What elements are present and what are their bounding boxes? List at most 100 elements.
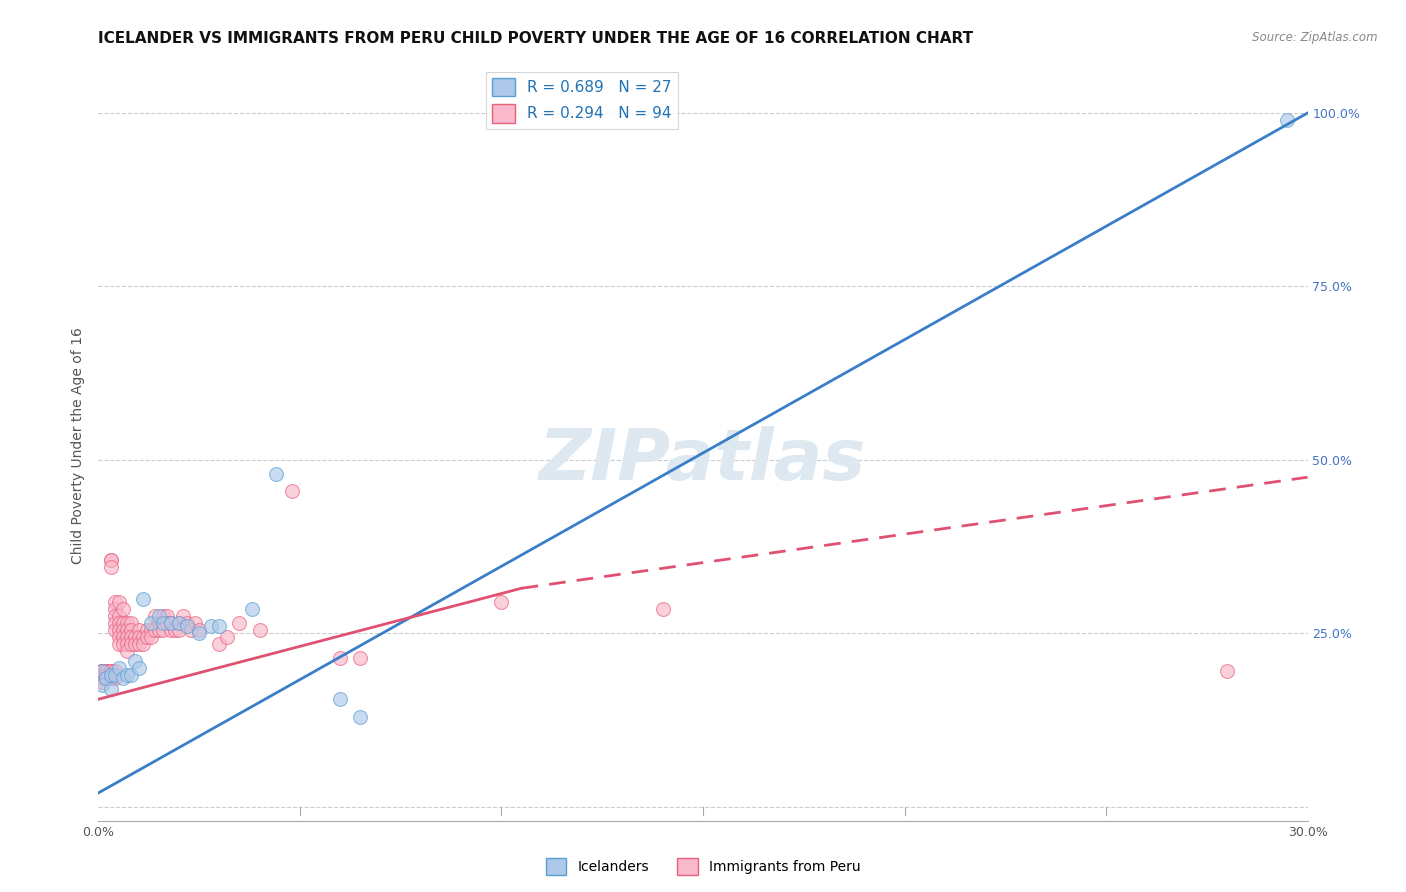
Point [156, 615, 179, 630]
Text: ICELANDER VS IMMIGRANTS FROM PERU CHILD POVERTY UNDER THE AGE OF 16 CORRELATION : ICELANDER VS IMMIGRANTS FROM PERU CHILD … [98, 31, 973, 46]
Point [132, 630, 155, 644]
Point [96, 665, 118, 679]
Point [91, 672, 114, 686]
Point [160, 623, 183, 637]
Point [148, 609, 170, 624]
Legend: R = 0.689   N = 27, R = 0.294   N = 94: R = 0.689 N = 27, R = 0.294 N = 94 [486, 71, 678, 128]
Point [143, 623, 166, 637]
Point [115, 615, 138, 630]
Point [107, 609, 129, 624]
Point [329, 692, 352, 706]
Point [115, 668, 138, 682]
Point [91, 668, 114, 682]
Point [135, 623, 157, 637]
Point [176, 615, 198, 630]
Point [100, 672, 122, 686]
Point [188, 623, 211, 637]
Point [111, 630, 134, 644]
Point [100, 668, 122, 682]
Point [184, 615, 207, 630]
Point [180, 623, 202, 637]
Point [1277, 112, 1299, 127]
Point [91, 665, 114, 679]
Point [107, 615, 129, 630]
Point [100, 560, 122, 574]
Point [91, 672, 114, 686]
Point [115, 637, 138, 651]
Point [128, 623, 150, 637]
Point [91, 665, 114, 679]
Point [1216, 665, 1239, 679]
Point [103, 602, 125, 616]
Point [152, 609, 174, 624]
Point [200, 619, 222, 633]
Point [96, 672, 118, 686]
Point [96, 668, 118, 682]
Point [96, 665, 118, 679]
Point [208, 637, 231, 651]
Point [91, 665, 114, 679]
Point [160, 615, 183, 630]
Point [148, 615, 170, 630]
Point [103, 615, 125, 630]
Point [143, 609, 166, 624]
Point [208, 619, 231, 633]
Point [111, 623, 134, 637]
Point [349, 709, 371, 723]
Point [115, 623, 138, 637]
Point [96, 672, 118, 686]
Point [124, 630, 146, 644]
Point [107, 637, 129, 651]
Point [120, 637, 142, 651]
Text: Source: ZipAtlas.com: Source: ZipAtlas.com [1253, 31, 1378, 45]
Point [111, 672, 134, 686]
Point [115, 630, 138, 644]
Point [172, 609, 194, 624]
Point [240, 602, 263, 616]
Point [96, 668, 118, 682]
Point [91, 678, 114, 692]
Point [96, 672, 118, 686]
Point [91, 665, 114, 679]
Point [100, 553, 122, 567]
Point [96, 672, 118, 686]
Point [167, 615, 190, 630]
Point [167, 623, 190, 637]
Point [100, 665, 122, 679]
Point [249, 623, 271, 637]
Point [152, 623, 174, 637]
Point [139, 623, 162, 637]
Point [329, 650, 352, 665]
Point [100, 668, 122, 682]
Point [188, 626, 211, 640]
Point [96, 668, 118, 682]
Point [135, 630, 157, 644]
Point [103, 623, 125, 637]
Point [107, 630, 129, 644]
Point [349, 650, 371, 665]
Point [160, 615, 183, 630]
Point [91, 674, 114, 689]
Y-axis label: Child Poverty Under the Age of 16: Child Poverty Under the Age of 16 [72, 327, 86, 565]
Point [167, 615, 190, 630]
Point [103, 665, 125, 679]
Point [91, 668, 114, 682]
Point [100, 672, 122, 686]
Point [139, 615, 162, 630]
Point [124, 654, 146, 668]
Point [156, 609, 179, 624]
Point [120, 668, 142, 682]
Point [124, 637, 146, 651]
Point [111, 637, 134, 651]
Point [132, 637, 155, 651]
Point [100, 553, 122, 567]
Point [120, 623, 142, 637]
Point [111, 615, 134, 630]
Point [491, 595, 513, 609]
Point [115, 643, 138, 657]
Legend: Icelanders, Immigrants from Peru: Icelanders, Immigrants from Peru [540, 853, 866, 880]
Point [100, 681, 122, 696]
Point [120, 615, 142, 630]
Point [176, 619, 198, 633]
Point [651, 602, 673, 616]
